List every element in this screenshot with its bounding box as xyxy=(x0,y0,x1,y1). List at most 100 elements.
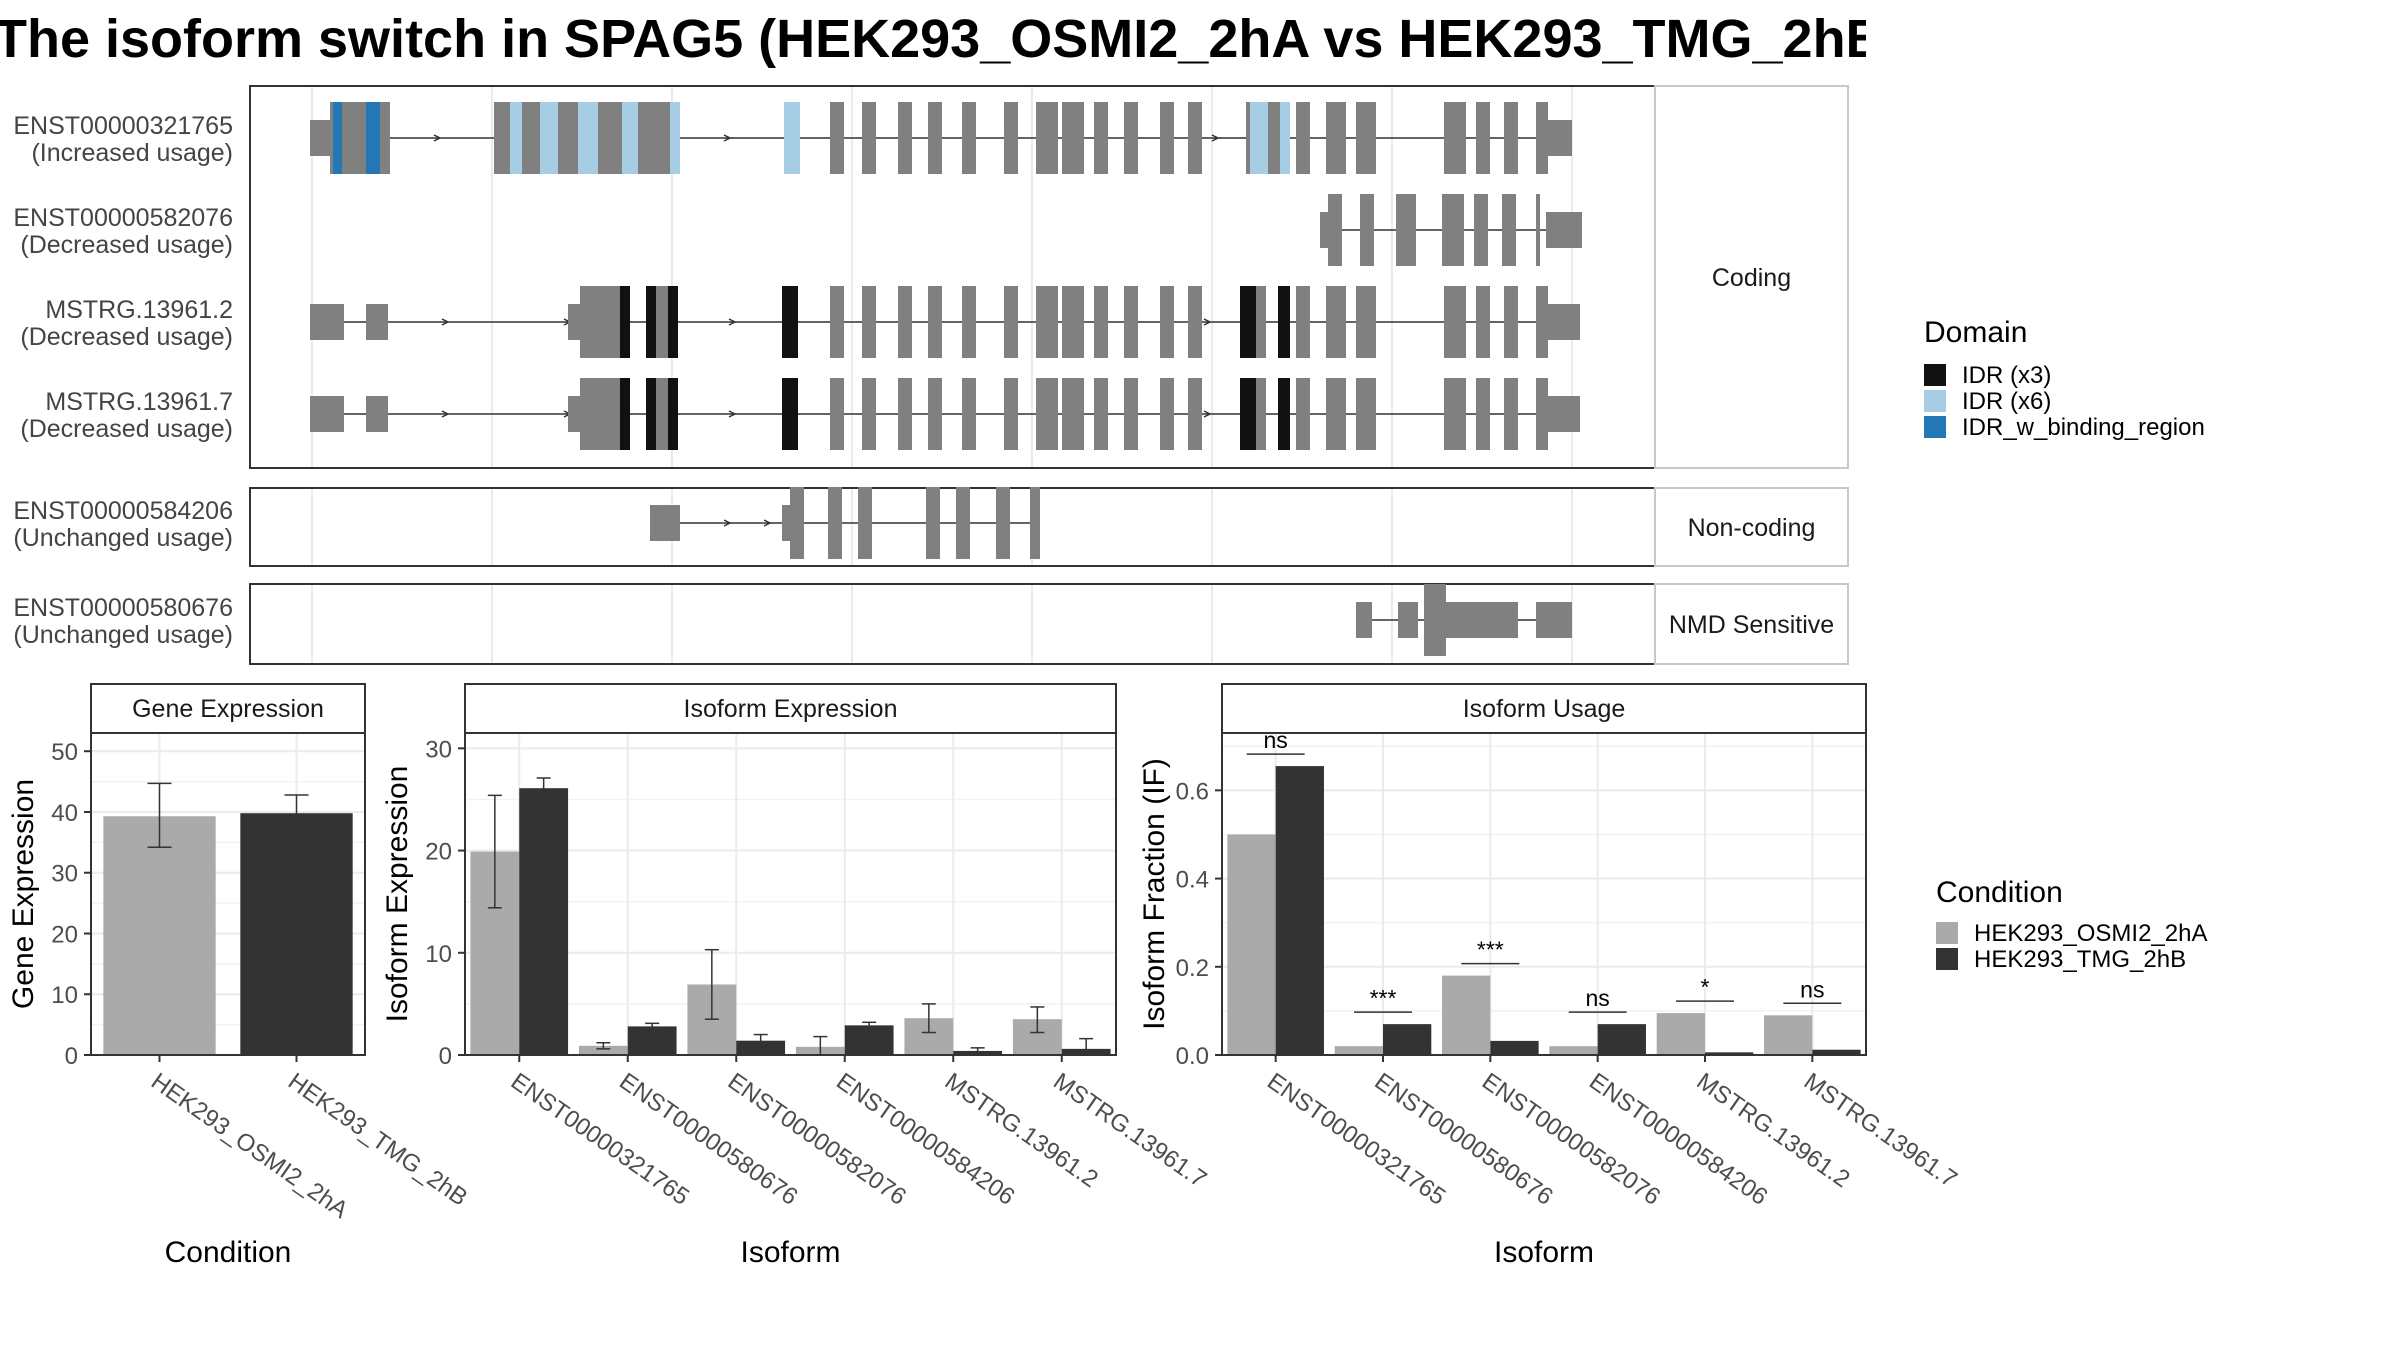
exon xyxy=(1188,102,1202,174)
exon xyxy=(828,487,842,559)
x-tick-label: ENST00000582076 xyxy=(1477,1068,1665,1211)
exon xyxy=(790,487,804,559)
exon xyxy=(898,102,912,174)
x-tick-label: ENST00000580676 xyxy=(614,1068,802,1211)
y-tick-label: 0 xyxy=(439,1043,452,1070)
strand-arrow xyxy=(433,134,442,142)
strand-arrow xyxy=(441,318,450,326)
domain-legend-label: IDR (x6) xyxy=(1962,388,2051,415)
transcript-usage: (Decreased usage) xyxy=(20,323,233,351)
y-tick-label: 0.0 xyxy=(1176,1043,1209,1070)
x-tick-label: ENST00000584206 xyxy=(831,1068,1019,1211)
domain-idr-x3 xyxy=(1278,286,1290,358)
exon xyxy=(1030,487,1040,559)
exon xyxy=(898,286,912,358)
y-tick-label: 10 xyxy=(425,941,452,968)
strand-arrow xyxy=(728,318,737,326)
isoform-expression-chart: Isoform Expression 0 10 20 30 ENST00000321765… xyxy=(381,683,1211,1269)
bar xyxy=(1656,1013,1705,1055)
domain-idr-x3 xyxy=(668,286,678,358)
exon xyxy=(1546,212,1582,248)
exon xyxy=(650,505,680,541)
strand-arrow xyxy=(728,410,737,418)
domain-idr-x3 xyxy=(620,378,630,450)
exon xyxy=(862,286,876,358)
exon xyxy=(782,505,792,541)
bar xyxy=(1490,1040,1539,1055)
y-tick-label: 0.4 xyxy=(1176,867,1209,894)
exon xyxy=(1360,194,1374,266)
chart-title: Gene Expression xyxy=(132,695,324,723)
exon xyxy=(1062,102,1084,174)
y-tick-label: 20 xyxy=(425,839,452,866)
isoform-usage-chart: Isoform Usage ns *** *** ns * ns 0.0 0.2 0.4 0.6 EN… xyxy=(1138,683,1962,1269)
exon xyxy=(862,378,876,450)
strand-arrow xyxy=(1203,410,1212,418)
bar xyxy=(578,1045,628,1055)
exon xyxy=(1476,286,1490,358)
domain-idr-x6 xyxy=(622,102,638,174)
category-label: Coding xyxy=(1712,264,1791,292)
domain-binding-region xyxy=(333,102,342,174)
domain-idr-x3 xyxy=(1240,286,1256,358)
y-tick-label: 10 xyxy=(51,982,78,1009)
exon xyxy=(898,378,912,450)
exon xyxy=(1536,194,1540,266)
x-axis-title: Isoform xyxy=(1494,1236,1594,1269)
transcript-id: ENST00000582076 xyxy=(13,204,233,232)
x-tick-label: ENST00000580676 xyxy=(1370,1068,1558,1211)
domain-idr-x3 xyxy=(1278,378,1290,450)
exon xyxy=(1004,286,1018,358)
exon xyxy=(830,102,844,174)
y-tick-label: 50 xyxy=(51,739,78,766)
exon xyxy=(656,378,668,450)
structure-panel-2: NMD Sensitive xyxy=(249,583,1849,665)
exon xyxy=(928,378,942,450)
exon xyxy=(1442,194,1464,266)
bar xyxy=(103,816,216,1055)
exon xyxy=(956,487,970,559)
exon xyxy=(1094,102,1108,174)
bar xyxy=(627,1026,677,1055)
y-axis-title: Gene Expression xyxy=(7,779,40,1009)
strand-arrow xyxy=(723,134,732,142)
exon xyxy=(1326,286,1346,358)
transcript-usage: (Decreased usage) xyxy=(20,415,233,443)
y-tick-label: 20 xyxy=(51,921,78,948)
structure-panel-1: Non-coding xyxy=(249,487,1849,567)
bar xyxy=(1227,834,1276,1055)
strand-arrow xyxy=(723,519,732,527)
exon xyxy=(1188,286,1202,358)
y-tick-label: 30 xyxy=(51,861,78,888)
page-title: The isoform switch in SPAG5 (HEK293_OSMI… xyxy=(0,9,1866,69)
exon xyxy=(1160,286,1174,358)
exon xyxy=(366,304,388,340)
exon xyxy=(1398,602,1418,638)
structure-panel-0: Coding xyxy=(249,85,1849,469)
exon xyxy=(1356,102,1376,174)
y-tick-label: 0.2 xyxy=(1176,955,1209,982)
exon xyxy=(1504,286,1518,358)
domain-idr-x6 xyxy=(540,102,558,174)
exon xyxy=(1124,286,1138,358)
exon xyxy=(652,102,666,174)
plot-border xyxy=(1221,732,1867,1056)
bar xyxy=(1764,1015,1813,1055)
chart-title: Isoform Usage xyxy=(1463,695,1626,723)
domain-idr-x3 xyxy=(1240,378,1256,450)
exon xyxy=(1540,120,1572,156)
bar xyxy=(1334,1046,1383,1055)
panel-background xyxy=(250,86,1655,468)
exon xyxy=(862,102,876,174)
exon xyxy=(1296,102,1310,174)
condition-legend-label: HEK293_TMG_2hB xyxy=(1974,946,2186,973)
bar xyxy=(1383,1024,1432,1055)
domain-idr-x3 xyxy=(782,286,798,358)
bar xyxy=(1275,766,1324,1055)
exon xyxy=(830,378,844,450)
chart-strip xyxy=(90,683,366,734)
exon xyxy=(858,487,872,559)
exon xyxy=(1326,102,1346,174)
